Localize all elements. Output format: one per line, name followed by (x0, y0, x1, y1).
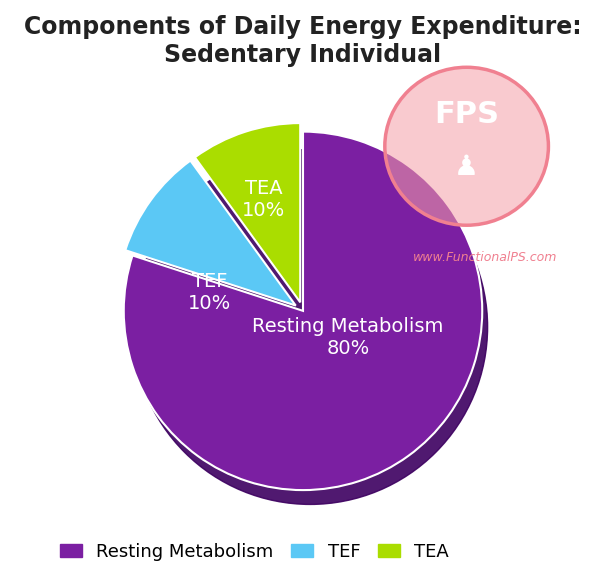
Wedge shape (124, 132, 482, 490)
Text: Resting Metabolism
80%: Resting Metabolism 80% (252, 317, 444, 358)
Text: www.FunctionalPS.com: www.FunctionalPS.com (413, 251, 557, 264)
Legend: Resting Metabolism, TEF, TEA: Resting Metabolism, TEF, TEA (51, 534, 458, 570)
Title: Components of Daily Energy Expenditure:
Sedentary Individual: Components of Daily Energy Expenditure: … (24, 15, 582, 67)
Text: TEA
10%: TEA 10% (242, 179, 285, 220)
Text: FPS: FPS (434, 100, 499, 129)
Ellipse shape (133, 150, 488, 504)
Wedge shape (125, 160, 296, 305)
Circle shape (385, 67, 548, 225)
Text: ♟: ♟ (454, 153, 479, 181)
Text: TEF
10%: TEF 10% (188, 273, 231, 314)
Wedge shape (195, 123, 300, 302)
